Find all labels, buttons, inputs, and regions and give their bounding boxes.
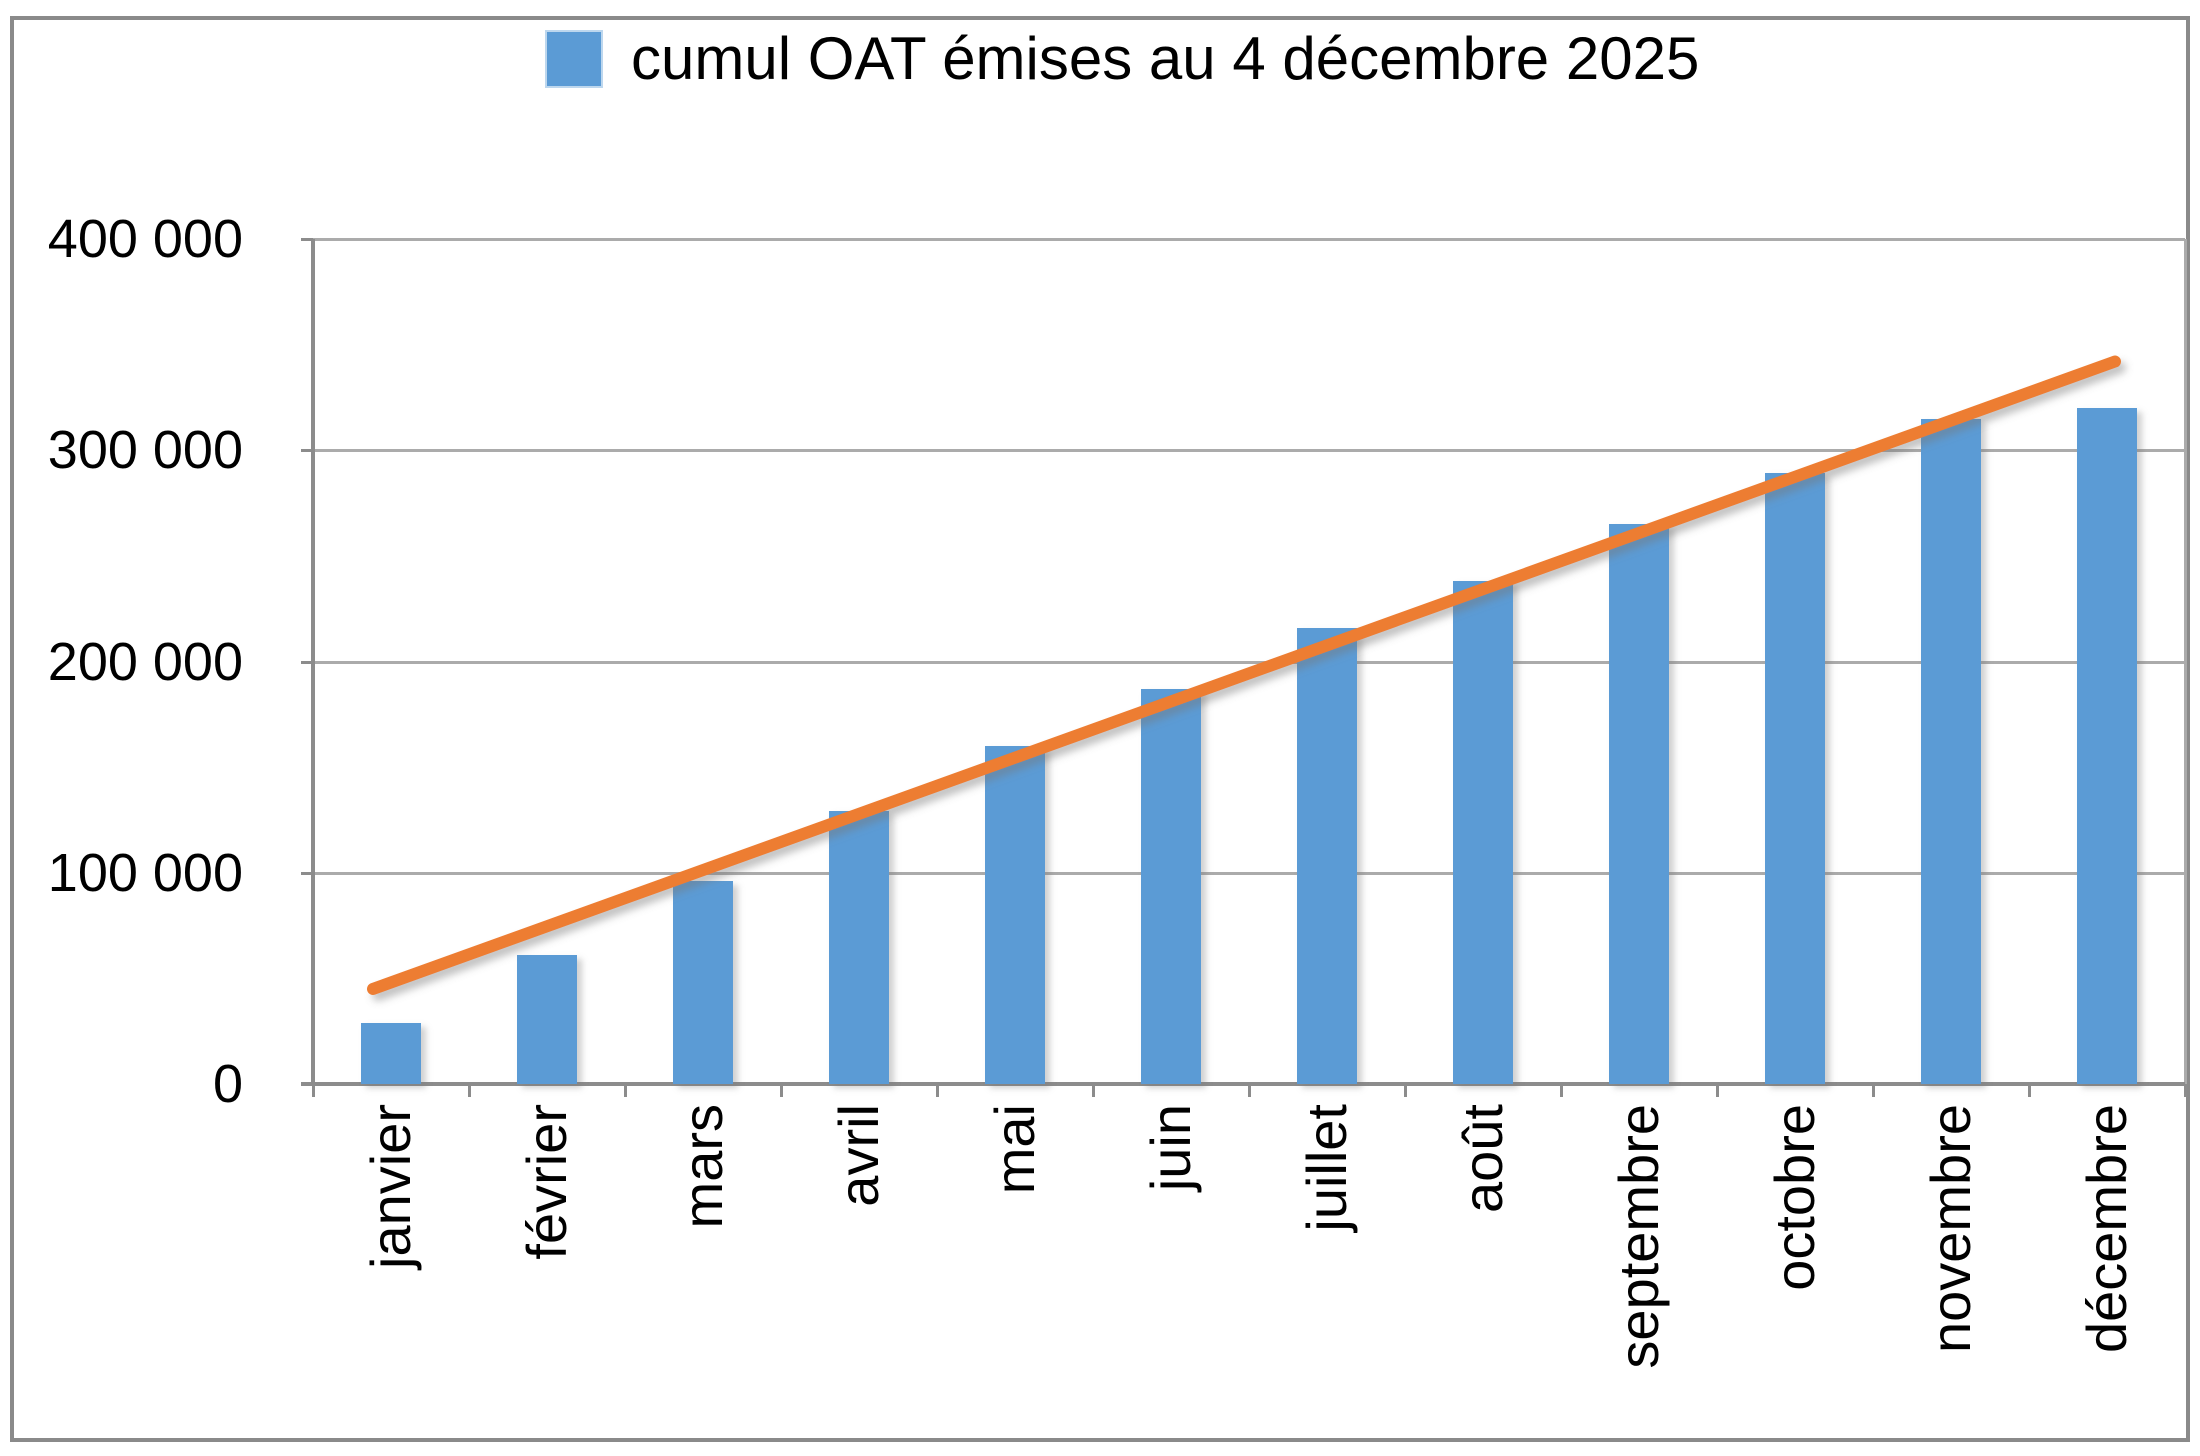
legend-label: cumul OAT émises au 4 décembre 2025: [631, 25, 1700, 92]
x-axis-tick-12: [2183, 1084, 2187, 1097]
trend-line: [367, 355, 2121, 995]
bar-août: [1453, 581, 1513, 1084]
x-axis-tick-6: [1247, 1084, 1251, 1097]
y-tick-label-400000: 400 000: [47, 209, 243, 269]
bar-juin: [1141, 688, 1201, 1084]
gridline-200000: [313, 660, 2185, 664]
bar-novembre: [1921, 418, 1981, 1084]
bar-décembre: [2077, 408, 2137, 1084]
legend: cumul OAT émises au 4 décembre 2025: [545, 25, 1700, 92]
bar-janvier: [361, 1022, 421, 1084]
y-tick-label-100000: 100 000: [47, 842, 243, 903]
bar-février: [517, 955, 577, 1084]
y-tick-label-200000: 200 000: [47, 631, 243, 692]
x-axis: [301, 1082, 2185, 1086]
legend-swatch-icon: [545, 30, 603, 88]
x-axis-tick-2: [623, 1084, 627, 1097]
x-axis-tick-10: [1871, 1084, 1875, 1097]
plot-right-border: [2184, 239, 2187, 1084]
bar-avril: [829, 811, 889, 1084]
y-tick-label-0: 0: [212, 1054, 243, 1114]
y-axis: [311, 239, 315, 1084]
x-axis-tick-7: [1403, 1084, 1407, 1097]
y-tick-label-300000: 300 000: [47, 420, 243, 481]
bar-juillet: [1297, 627, 1357, 1084]
x-axis-tick-9: [1715, 1084, 1719, 1097]
y-axis-tick-200000: [301, 660, 313, 664]
y-axis-tick-300000: [301, 449, 313, 453]
x-axis-tick-1: [467, 1084, 471, 1097]
bar-octobre: [1765, 473, 1825, 1084]
bar-mars: [673, 881, 733, 1084]
y-axis-tick-100000: [301, 871, 313, 875]
y-axis-tick-400000: [301, 238, 313, 241]
x-axis-tick-3: [779, 1084, 783, 1097]
x-axis-tick-4: [935, 1084, 939, 1097]
bar-mai: [985, 746, 1045, 1084]
x-axis-tick-0: [311, 1084, 315, 1097]
gridline-400000: [313, 238, 2185, 241]
bar-septembre: [1609, 524, 1669, 1084]
gridline-300000: [313, 449, 2185, 453]
x-axis-tick-5: [1091, 1084, 1095, 1097]
x-axis-tick-8: [1559, 1084, 1563, 1097]
x-axis-tick-11: [2027, 1084, 2031, 1097]
gridline-100000: [313, 871, 2185, 875]
